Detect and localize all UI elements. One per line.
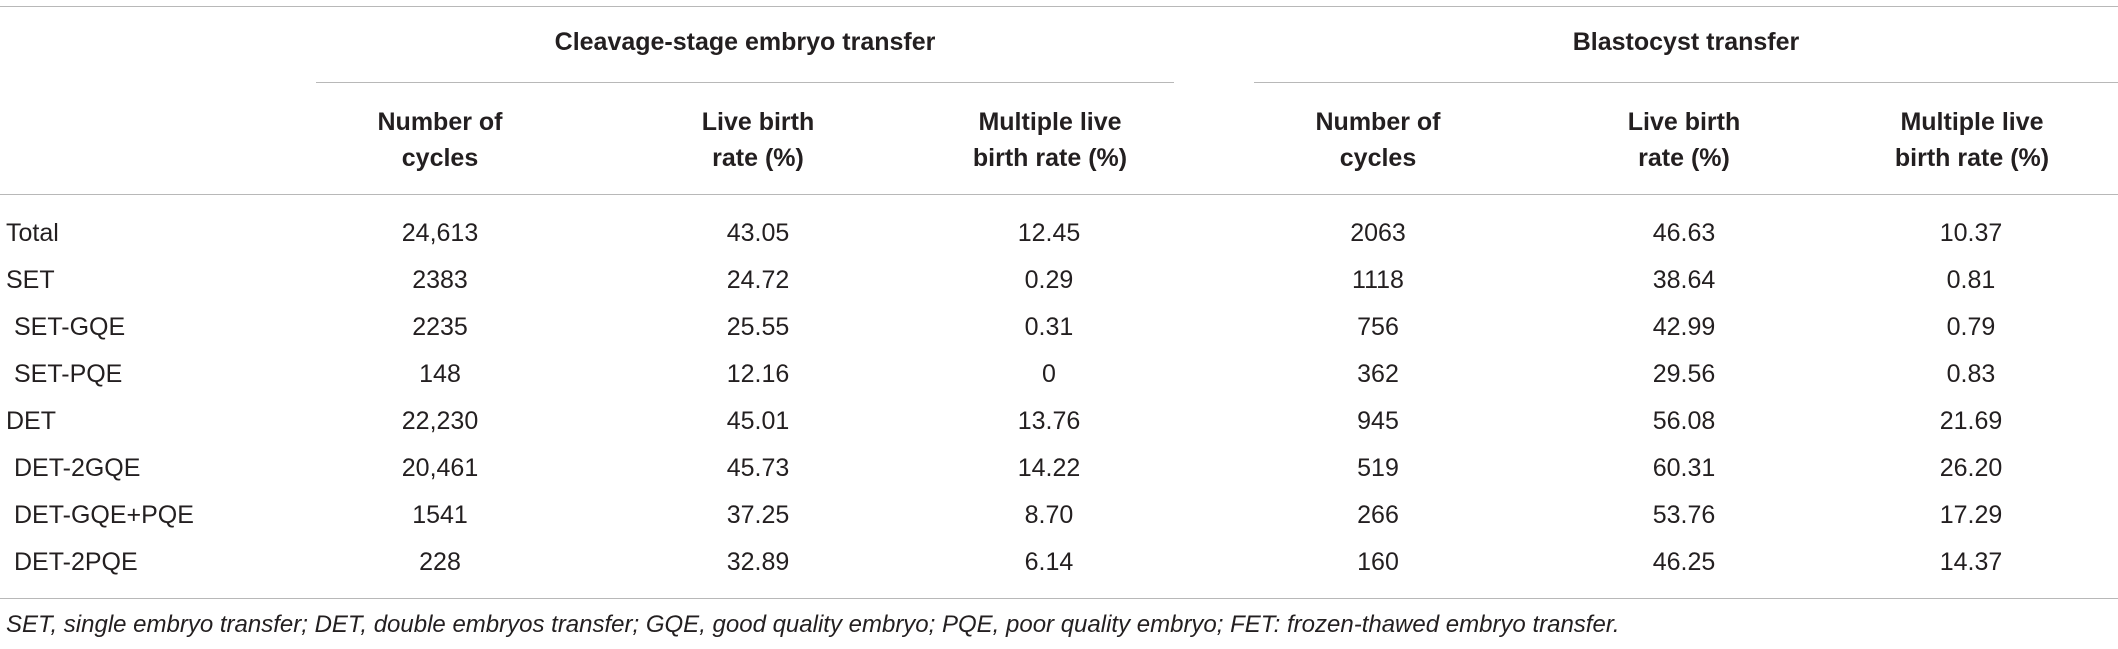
cell-blastocyst-cycles: 945 <box>1357 407 1399 435</box>
group-rule-blastocyst <box>1254 82 2118 83</box>
cell-blastocyst-multiple: 10.37 <box>1939 219 2003 247</box>
cell-blastocyst-cycles: 519 <box>1357 454 1399 482</box>
row-label: DET <box>6 407 56 435</box>
group-rule-cleavage <box>316 82 1174 83</box>
table-row-set-pqe: SET-PQE 148 12.16 0 362 29.56 0.83 <box>0 351 2118 398</box>
col-header-line: cycles <box>1339 144 1417 172</box>
cell-cleavage-cycles: 20,461 <box>401 454 479 482</box>
cell-cleavage-multiple: 14.22 <box>1017 454 1081 482</box>
cell-cleavage-live-birth: 24.72 <box>726 266 790 294</box>
row-label: DET-2PQE <box>14 548 138 576</box>
cell-blastocyst-multiple: 0.81 <box>1946 266 1996 294</box>
row-label: Total <box>6 219 59 247</box>
col-header-line: Number of <box>377 108 503 136</box>
table-row-total: Total 24,613 43.05 12.45 2063 46.63 10.3… <box>0 210 2118 257</box>
cell-blastocyst-multiple: 21.69 <box>1939 407 2003 435</box>
cell-blastocyst-live-birth: 42.99 <box>1652 313 1716 341</box>
col-header-line: Live birth <box>1627 108 1741 136</box>
row-label: SET-PQE <box>14 360 123 388</box>
col-header-line: Multiple live <box>1900 108 2044 136</box>
col-header-blastocyst-multiple: Multiple live birth rate (%) <box>1860 104 2084 180</box>
cell-cleavage-multiple: 6.14 <box>1024 548 1074 576</box>
col-header-cleavage-cycles: Number of cycles <box>340 104 540 180</box>
table-row-det-gqe-pqe: DET-GQE+PQE 1541 37.25 8.70 266 53.76 17… <box>0 492 2118 539</box>
cell-cleavage-multiple: 8.70 <box>1024 501 1074 529</box>
col-header-cleavage-multiple: Multiple live birth rate (%) <box>938 104 1162 180</box>
group-header-cleavage: Cleavage-stage embryo transfer <box>554 28 936 56</box>
row-label: DET-GQE+PQE <box>14 501 194 529</box>
cell-blastocyst-live-birth: 29.56 <box>1652 360 1716 388</box>
col-header-line: Live birth <box>701 108 815 136</box>
cell-blastocyst-multiple: 0.83 <box>1946 360 1996 388</box>
cell-cleavage-multiple: 0 <box>1042 360 1056 388</box>
col-header-line: birth rate (%) <box>1894 144 2050 172</box>
cell-cleavage-multiple: 12.45 <box>1017 219 1081 247</box>
cell-blastocyst-cycles: 2063 <box>1350 219 1406 247</box>
cell-cleavage-cycles: 1541 <box>412 501 468 529</box>
col-header-line: cycles <box>401 144 479 172</box>
cell-cleavage-live-birth: 25.55 <box>726 313 790 341</box>
cell-cleavage-live-birth: 37.25 <box>726 501 790 529</box>
cell-blastocyst-cycles: 362 <box>1357 360 1399 388</box>
subheader-rule <box>0 194 2118 195</box>
cell-cleavage-multiple: 0.29 <box>1024 266 1074 294</box>
cell-cleavage-cycles: 228 <box>419 548 461 576</box>
col-header-cleavage-live-birth: Live birth rate (%) <box>658 104 858 180</box>
row-label: SET-GQE <box>14 313 126 341</box>
cell-cleavage-live-birth: 12.16 <box>726 360 790 388</box>
col-header-blastocyst-cycles: Number of cycles <box>1278 104 1478 180</box>
cell-blastocyst-live-birth: 38.64 <box>1652 266 1716 294</box>
col-header-line: rate (%) <box>1638 144 1730 172</box>
table-row-set-gqe: SET-GQE 2235 25.55 0.31 756 42.99 0.79 <box>0 304 2118 351</box>
cell-blastocyst-cycles: 266 <box>1357 501 1399 529</box>
cell-cleavage-cycles: 2235 <box>412 313 468 341</box>
group-header-blastocyst: Blastocyst transfer <box>1572 28 1800 56</box>
cell-cleavage-multiple: 13.76 <box>1017 407 1081 435</box>
cell-cleavage-cycles: 2383 <box>412 266 468 294</box>
cell-blastocyst-multiple: 0.79 <box>1946 313 1996 341</box>
cell-blastocyst-live-birth: 60.31 <box>1652 454 1716 482</box>
cell-cleavage-multiple: 0.31 <box>1024 313 1074 341</box>
table-row-det: DET 22,230 45.01 13.76 945 56.08 21.69 <box>0 398 2118 445</box>
cell-cleavage-live-birth: 45.73 <box>726 454 790 482</box>
cell-cleavage-live-birth: 43.05 <box>726 219 790 247</box>
col-header-line: birth rate (%) <box>972 144 1128 172</box>
table-footnote: SET, single embryo transfer; DET, double… <box>6 611 1620 638</box>
col-header-line: Multiple live <box>978 108 1122 136</box>
cell-blastocyst-multiple: 26.20 <box>1939 454 2003 482</box>
cell-cleavage-live-birth: 32.89 <box>726 548 790 576</box>
cell-blastocyst-live-birth: 53.76 <box>1652 501 1716 529</box>
cell-cleavage-cycles: 22,230 <box>401 407 479 435</box>
cell-blastocyst-cycles: 756 <box>1357 313 1399 341</box>
col-header-blastocyst-live-birth: Live birth rate (%) <box>1584 104 1784 180</box>
table-bottom-rule <box>0 598 2118 599</box>
col-header-line: rate (%) <box>712 144 804 172</box>
cell-blastocyst-cycles: 160 <box>1357 548 1399 576</box>
cell-cleavage-cycles: 148 <box>419 360 461 388</box>
table-top-rule <box>0 6 2118 7</box>
row-label: DET-2GQE <box>14 454 141 482</box>
col-header-line: Number of <box>1315 108 1441 136</box>
table-row-set: SET 2383 24.72 0.29 1118 38.64 0.81 <box>0 257 2118 304</box>
cell-cleavage-cycles: 24,613 <box>401 219 479 247</box>
cell-blastocyst-multiple: 14.37 <box>1939 548 2003 576</box>
table-row-det-2gqe: DET-2GQE 20,461 45.73 14.22 519 60.31 26… <box>0 445 2118 492</box>
cell-cleavage-live-birth: 45.01 <box>726 407 790 435</box>
cell-blastocyst-multiple: 17.29 <box>1939 501 2003 529</box>
cell-blastocyst-live-birth: 46.25 <box>1652 548 1716 576</box>
cell-blastocyst-live-birth: 46.63 <box>1652 219 1716 247</box>
row-label: SET <box>6 266 55 294</box>
cell-blastocyst-cycles: 1118 <box>1352 266 1404 294</box>
cell-blastocyst-live-birth: 56.08 <box>1652 407 1716 435</box>
table-row-det-2pqe: DET-2PQE 228 32.89 6.14 160 46.25 14.37 <box>0 539 2118 586</box>
